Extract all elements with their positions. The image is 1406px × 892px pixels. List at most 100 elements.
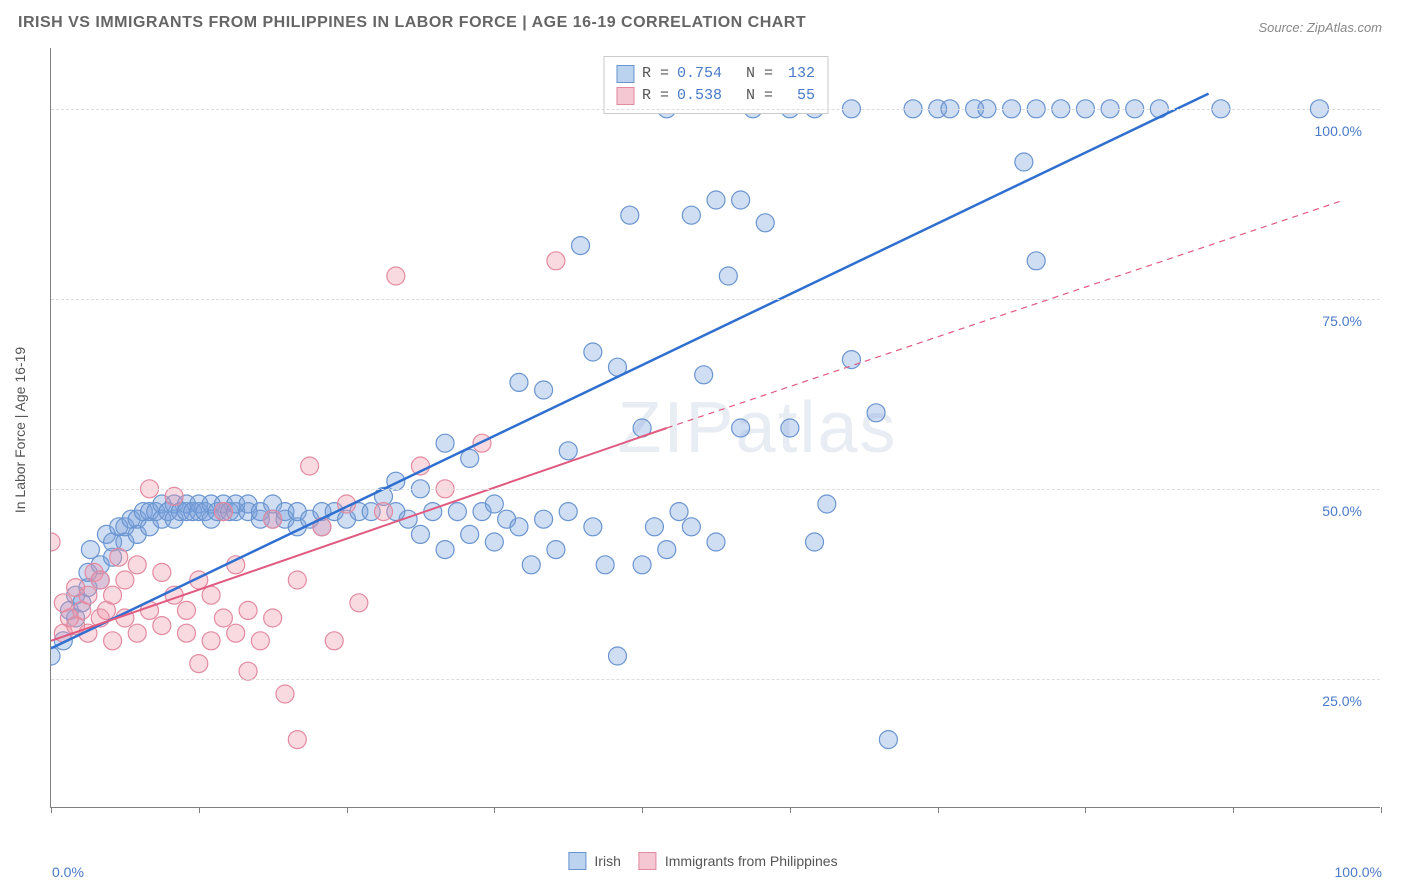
data-point bbox=[510, 518, 528, 536]
data-point bbox=[110, 548, 128, 566]
data-point bbox=[559, 503, 577, 521]
data-point bbox=[572, 237, 590, 255]
x-tick bbox=[1381, 807, 1382, 813]
data-point bbox=[818, 495, 836, 513]
data-point bbox=[51, 647, 60, 665]
data-point bbox=[301, 457, 319, 475]
y-tick-label: 100.0% bbox=[1315, 123, 1362, 139]
legend-n-value: 55 bbox=[781, 85, 815, 107]
data-point bbox=[387, 267, 405, 285]
data-point bbox=[522, 556, 540, 574]
data-point bbox=[485, 533, 503, 551]
data-point bbox=[633, 556, 651, 574]
data-point bbox=[645, 518, 663, 536]
x-tick bbox=[347, 807, 348, 813]
data-point bbox=[879, 731, 897, 749]
legend-swatch bbox=[616, 65, 634, 83]
regression-line-dashed bbox=[667, 200, 1344, 428]
data-point bbox=[264, 510, 282, 528]
x-tick bbox=[1085, 807, 1086, 813]
data-point bbox=[596, 556, 614, 574]
x-tick bbox=[938, 807, 939, 813]
x-tick bbox=[494, 807, 495, 813]
data-point bbox=[91, 571, 109, 589]
legend-row: R =0.754N =132 bbox=[616, 63, 815, 85]
legend-r-value: 0.538 bbox=[677, 85, 722, 107]
data-point bbox=[153, 617, 171, 635]
data-point bbox=[842, 351, 860, 369]
x-tick bbox=[51, 807, 52, 813]
legend-r-label: R = bbox=[642, 85, 669, 107]
data-point bbox=[867, 404, 885, 422]
data-point bbox=[535, 381, 553, 399]
data-point bbox=[448, 503, 466, 521]
gridline bbox=[51, 679, 1380, 680]
x-tick bbox=[199, 807, 200, 813]
y-tick-label: 25.0% bbox=[1322, 693, 1362, 709]
data-point bbox=[436, 541, 454, 559]
regression-line bbox=[51, 94, 1209, 649]
chart-title: IRISH VS IMMIGRANTS FROM PHILIPPINES IN … bbox=[18, 14, 806, 32]
data-point bbox=[128, 556, 146, 574]
data-point bbox=[276, 685, 294, 703]
data-point bbox=[214, 609, 232, 627]
data-point bbox=[682, 518, 700, 536]
data-point bbox=[104, 586, 122, 604]
x-tick bbox=[1233, 807, 1234, 813]
source-label: Source: ZipAtlas.com bbox=[1258, 20, 1382, 35]
x-axis-end-label: 100.0% bbox=[1335, 864, 1382, 880]
data-point bbox=[202, 632, 220, 650]
data-point bbox=[535, 510, 553, 528]
data-point bbox=[190, 655, 208, 673]
y-tick-label: 50.0% bbox=[1322, 503, 1362, 519]
data-point bbox=[214, 503, 232, 521]
data-point bbox=[177, 624, 195, 642]
data-point bbox=[436, 434, 454, 452]
data-point bbox=[104, 632, 122, 650]
data-point bbox=[165, 487, 183, 505]
legend-item: Irish bbox=[568, 852, 620, 870]
data-point bbox=[79, 586, 97, 604]
data-point bbox=[411, 525, 429, 543]
legend-swatch bbox=[639, 852, 657, 870]
data-point bbox=[510, 373, 528, 391]
data-point bbox=[177, 601, 195, 619]
legend-swatch bbox=[568, 852, 586, 870]
y-tick-label: 75.0% bbox=[1322, 313, 1362, 329]
data-point bbox=[325, 632, 343, 650]
legend-n-label: N = bbox=[746, 85, 773, 107]
data-point bbox=[251, 632, 269, 650]
data-point bbox=[584, 343, 602, 361]
data-point bbox=[682, 206, 700, 224]
data-point bbox=[51, 533, 60, 551]
gridline bbox=[51, 109, 1380, 110]
y-axis-label: In Labor Force | Age 16-19 bbox=[12, 347, 28, 513]
data-point bbox=[461, 525, 479, 543]
x-tick bbox=[790, 807, 791, 813]
data-point bbox=[227, 624, 245, 642]
legend-correlation-box: R =0.754N =132R = 0.538 N = 55 bbox=[603, 56, 828, 114]
data-point bbox=[707, 191, 725, 209]
legend-bottom: IrishImmigrants from Philippines bbox=[568, 852, 837, 870]
data-point bbox=[375, 503, 393, 521]
gridline bbox=[51, 489, 1380, 490]
data-point bbox=[658, 541, 676, 559]
data-point bbox=[732, 419, 750, 437]
data-point bbox=[695, 366, 713, 384]
data-point bbox=[485, 495, 503, 513]
legend-swatch bbox=[616, 87, 634, 105]
legend-n-label: N = bbox=[746, 63, 773, 85]
data-point bbox=[288, 731, 306, 749]
data-point bbox=[608, 647, 626, 665]
data-point bbox=[202, 586, 220, 604]
data-point bbox=[239, 662, 257, 680]
data-point bbox=[153, 563, 171, 581]
data-point bbox=[1015, 153, 1033, 171]
chart-svg bbox=[51, 48, 1381, 808]
data-point bbox=[621, 206, 639, 224]
x-axis-start-label: 0.0% bbox=[52, 864, 84, 880]
data-point bbox=[547, 252, 565, 270]
data-point bbox=[806, 533, 824, 551]
gridline bbox=[51, 299, 1380, 300]
data-point bbox=[128, 624, 146, 642]
